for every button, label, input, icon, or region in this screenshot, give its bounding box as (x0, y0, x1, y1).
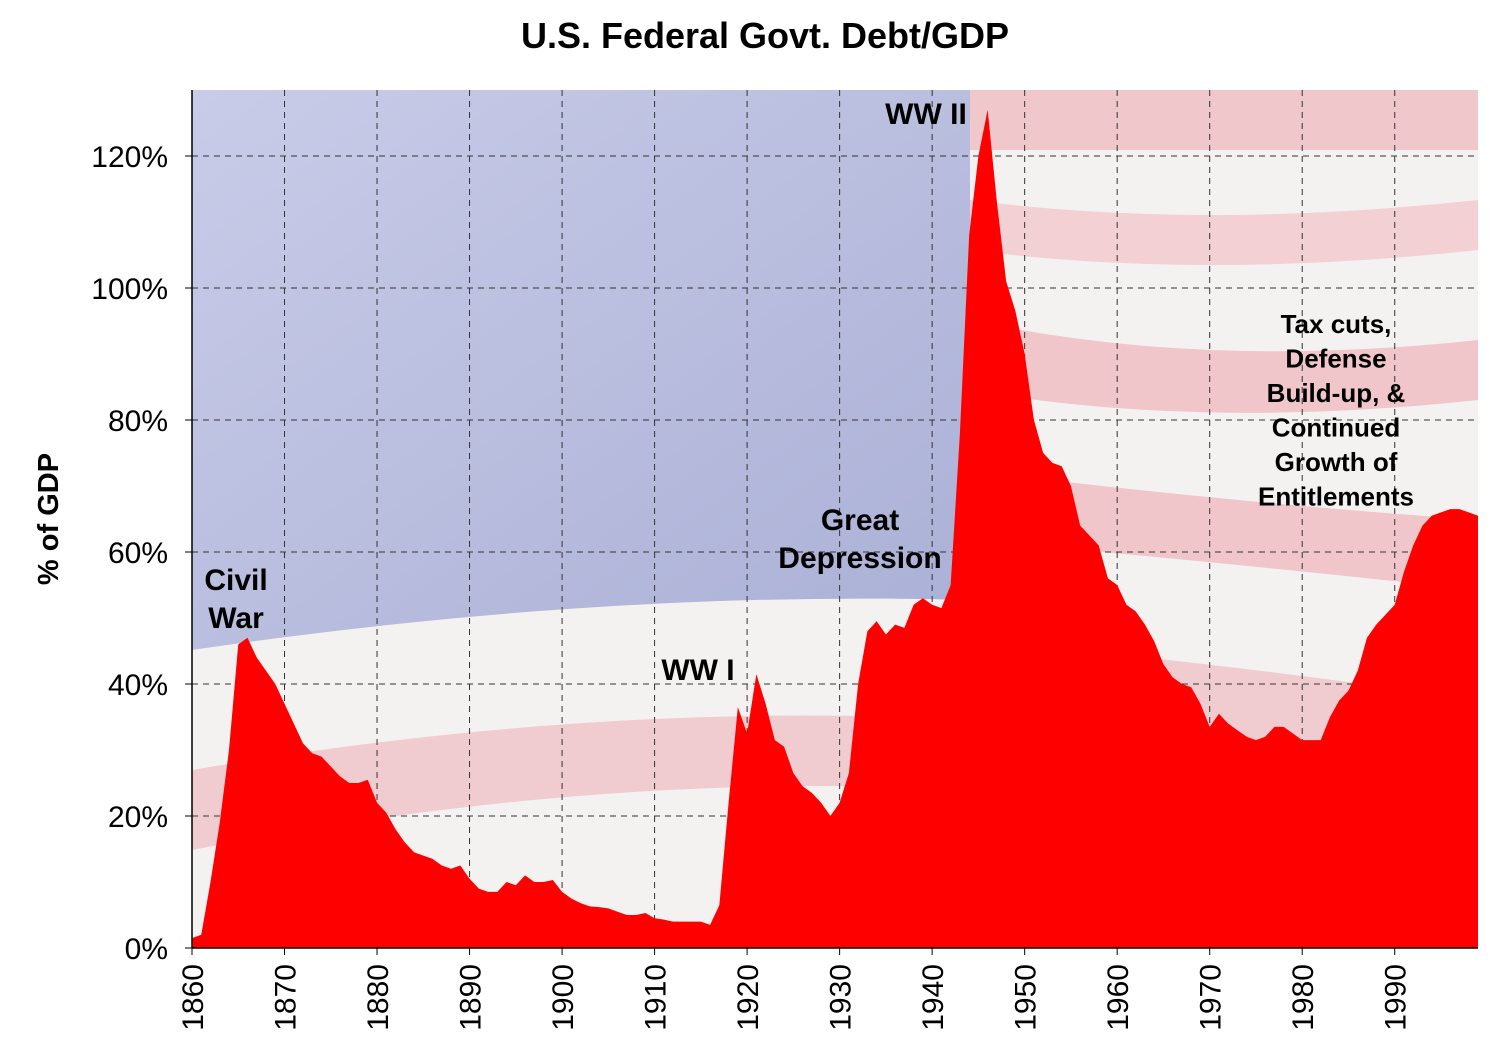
x-tick-label: 1990 (1380, 964, 1413, 1031)
x-tick-label: 1920 (732, 964, 765, 1031)
annotation: Depression (778, 542, 941, 575)
x-tick-label: 1870 (270, 964, 303, 1031)
x-tick-label: 1910 (640, 964, 673, 1031)
annotation: WW I (661, 654, 734, 687)
y-tick-label: 120% (91, 141, 168, 174)
debt-area (192, 109, 1478, 949)
annotation: War (208, 602, 264, 635)
labels: 0% 20% 40% 60% 80% 100% 120% 1860 1870 1880 1890 19… (91, 90, 1478, 1031)
x-tick-label: 1970 (1195, 964, 1228, 1031)
y-tick-label: 80% (108, 405, 168, 438)
marks (192, 109, 1478, 949)
y-tick-label: 60% (108, 537, 168, 570)
x-tick-label: 1980 (1287, 964, 1320, 1031)
annotation: Great (821, 504, 899, 537)
y-axis-label: % of GDP (33, 453, 65, 585)
x-tick-label: 1890 (455, 964, 488, 1031)
x-tick-label: 1860 (177, 964, 210, 1031)
annotation: Defense (1285, 344, 1386, 374)
x-tick-label: 1900 (547, 964, 580, 1031)
annotation: Entitlements (1258, 482, 1414, 512)
y-tick-label: 0% (125, 933, 168, 966)
x-tick-label: 1880 (362, 964, 395, 1031)
annotation: Growth of (1275, 447, 1398, 477)
y-tick-label: 100% (91, 273, 168, 306)
x-tick-label: 1940 (917, 964, 950, 1031)
annotation: WW II (885, 98, 967, 131)
annotation: Build-up, & (1267, 378, 1406, 408)
y-tick-label: 20% (108, 801, 168, 834)
annotation: Continued (1272, 413, 1401, 443)
chart-title: U.S. Federal Govt. Debt/GDP (521, 15, 1009, 56)
annotation: Tax cuts, (1281, 309, 1392, 339)
x-tick-label: 1950 (1010, 964, 1043, 1031)
y-tick-label: 40% (108, 669, 168, 702)
x-tick-label: 1930 (825, 964, 858, 1031)
x-tick-label: 1960 (1102, 964, 1135, 1031)
annotation: Civil (204, 564, 267, 597)
